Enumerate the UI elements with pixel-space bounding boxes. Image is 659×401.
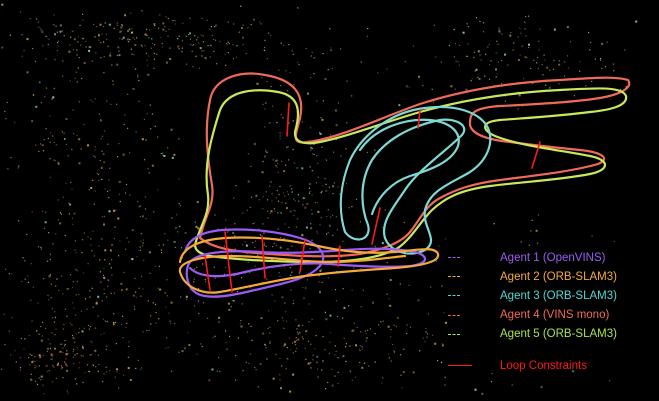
legend-label-loop-constraints: Loop Constraints [500, 359, 587, 372]
legend-swatch-agent-4 [448, 314, 460, 316]
trajectory-agent-3 [339, 105, 492, 255]
legend-swatch-agent-2 [448, 276, 460, 278]
legend-item-agent-3: Agent 3 (ORB-SLAM3) [448, 286, 653, 305]
legend-swatch-loop-constraints [448, 365, 472, 367]
loop-constraints [204, 102, 541, 293]
legend-label-agent-5: Agent 5 (ORB-SLAM3) [500, 328, 617, 341]
trajectory-agent-4 [198, 72, 631, 258]
legend-item-agent-2: Agent 2 (ORB-SLAM3) [448, 267, 653, 286]
legend-label-agent-3: Agent 3 (ORB-SLAM3) [500, 289, 617, 302]
legend-label-agent-4: Agent 4 (VINS mono) [500, 309, 610, 322]
legend-label-agent-1: Agent 1 (OpenVINS) [500, 251, 606, 264]
legend: Agent 1 (OpenVINS) Agent 2 (ORB-SLAM3) A… [448, 248, 653, 375]
legend-item-agent-4: Agent 4 (VINS mono) [448, 306, 653, 325]
legend-swatch-agent-5 [448, 333, 460, 335]
trajectory-agent-5 [193, 87, 628, 264]
legend-item-loop-constraints: Loop Constraints [448, 356, 653, 375]
legend-item-agent-5: Agent 5 (ORB-SLAM3) [448, 325, 653, 344]
trajectory-agent-3-inner [358, 118, 460, 216]
legend-swatch-agent-3 [448, 295, 460, 297]
legend-label-agent-2: Agent 2 (ORB-SLAM3) [500, 270, 617, 283]
trajectory-agent-1 [183, 228, 426, 298]
legend-item-agent-1: Agent 1 (OpenVINS) [448, 248, 653, 267]
legend-swatch-agent-1 [448, 257, 460, 259]
trajectory-agent-2 [178, 236, 440, 294]
map-point-cloud [0, 3, 638, 395]
